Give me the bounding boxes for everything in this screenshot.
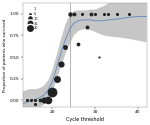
Y-axis label: Proportion of patients who survived: Proportion of patients who survived xyxy=(3,19,8,92)
Point xyxy=(64,46,66,48)
Point xyxy=(47,99,49,101)
Point xyxy=(34,103,37,105)
Point xyxy=(68,13,71,15)
Point xyxy=(43,99,45,101)
Point xyxy=(56,78,58,80)
Point xyxy=(81,13,84,15)
Point xyxy=(30,99,32,101)
Point xyxy=(34,99,37,101)
Point xyxy=(128,13,131,15)
Point xyxy=(26,99,28,101)
Point xyxy=(73,13,75,15)
X-axis label: Cycle threshold: Cycle threshold xyxy=(66,116,103,121)
Point xyxy=(77,43,79,45)
Point xyxy=(90,13,92,15)
Point xyxy=(51,91,54,93)
Point xyxy=(98,56,101,58)
Point xyxy=(107,13,109,15)
Point xyxy=(38,99,41,101)
Point xyxy=(85,26,88,28)
Legend: 1, 5, 10, 15, 20: 1, 5, 10, 15, 20 xyxy=(26,6,39,31)
Point xyxy=(94,13,96,15)
Point xyxy=(60,63,62,65)
Point xyxy=(103,13,105,15)
Point xyxy=(115,13,118,15)
